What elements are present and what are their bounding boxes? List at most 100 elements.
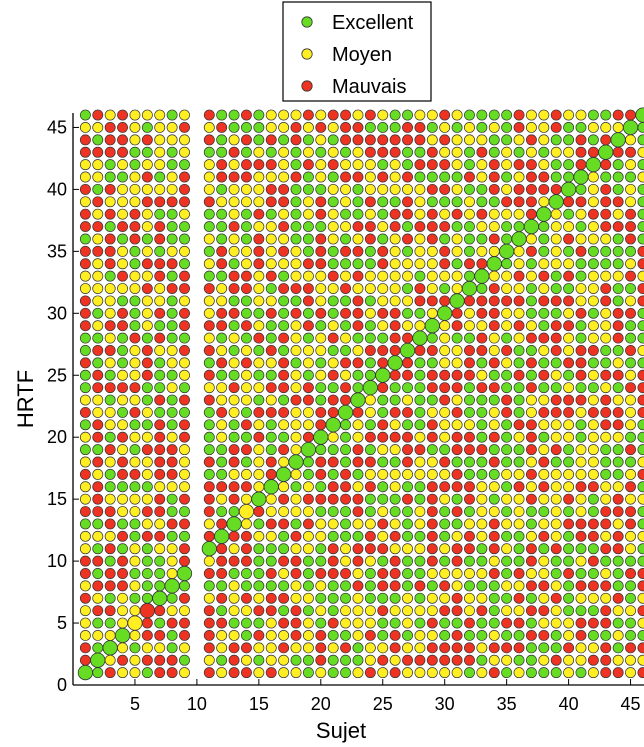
point: [265, 270, 277, 282]
point: [538, 270, 550, 282]
point: [352, 406, 364, 418]
point: [117, 468, 129, 480]
point: [538, 183, 550, 195]
point: [216, 307, 228, 319]
point: [426, 468, 438, 480]
point: [179, 159, 190, 171]
point: [166, 208, 178, 220]
point: [117, 493, 129, 505]
point: [166, 431, 178, 443]
point: [587, 493, 599, 505]
point: [241, 629, 252, 641]
point: [525, 183, 537, 195]
point: [92, 332, 104, 344]
point: [253, 530, 265, 542]
point: [451, 667, 463, 679]
point: [575, 667, 587, 679]
point: [488, 530, 500, 542]
point: [525, 431, 537, 443]
point: [501, 592, 513, 604]
point: [241, 654, 252, 666]
point: [154, 196, 166, 208]
point: [600, 654, 612, 666]
point: [129, 245, 141, 257]
point: [525, 592, 537, 604]
point: [377, 419, 389, 431]
point: [265, 555, 277, 567]
point: [439, 258, 451, 270]
point: [364, 307, 376, 319]
point: [525, 332, 537, 344]
point: [426, 357, 438, 369]
point: [550, 295, 562, 307]
point: [402, 456, 413, 468]
point: [402, 555, 413, 567]
point: [464, 592, 475, 604]
point: [402, 406, 413, 418]
diagonal-point: [499, 243, 515, 259]
point: [488, 121, 500, 133]
point: [141, 667, 153, 679]
point: [637, 592, 644, 604]
point: [179, 530, 190, 542]
point: [600, 493, 612, 505]
point: [389, 456, 401, 468]
point: [402, 431, 413, 443]
point: [241, 605, 252, 617]
point: [476, 667, 488, 679]
point: [563, 642, 575, 654]
point: [315, 245, 327, 257]
point: [228, 183, 240, 195]
point: [575, 258, 587, 270]
legend-label: Moyen: [332, 44, 392, 66]
point: [488, 568, 500, 579]
point: [290, 444, 302, 456]
point: [464, 208, 475, 220]
point: [587, 307, 599, 319]
point: [179, 183, 190, 195]
point: [476, 221, 488, 233]
y-tick-label: 40: [47, 179, 67, 199]
point: [141, 617, 153, 629]
point: [141, 518, 153, 530]
point: [476, 629, 488, 641]
point: [476, 245, 488, 257]
point: [129, 456, 141, 468]
point: [625, 183, 637, 195]
point: [538, 146, 550, 158]
point: [451, 307, 463, 319]
point: [79, 493, 91, 505]
point: [550, 580, 562, 592]
point: [179, 431, 190, 443]
point: [464, 419, 475, 431]
point: [352, 629, 364, 641]
point: [402, 332, 413, 344]
point: [166, 183, 178, 195]
y-tick-label: 0: [57, 675, 67, 695]
point: [141, 159, 153, 171]
point: [538, 605, 550, 617]
point: [550, 530, 562, 542]
point: [216, 568, 228, 579]
point: [501, 617, 513, 629]
point: [513, 518, 525, 530]
point: [525, 444, 537, 456]
point: [154, 555, 166, 567]
point: [476, 171, 488, 183]
point: [637, 444, 644, 456]
point: [315, 196, 327, 208]
point: [352, 506, 364, 517]
point: [141, 233, 153, 245]
point: [315, 506, 327, 517]
point: [104, 283, 116, 294]
point: [389, 642, 401, 654]
point: [129, 493, 141, 505]
point: [154, 654, 166, 666]
point: [302, 382, 314, 394]
point: [166, 109, 178, 121]
point: [79, 506, 91, 517]
diagonal-point: [548, 194, 564, 210]
point: [327, 530, 339, 542]
point: [216, 406, 228, 418]
